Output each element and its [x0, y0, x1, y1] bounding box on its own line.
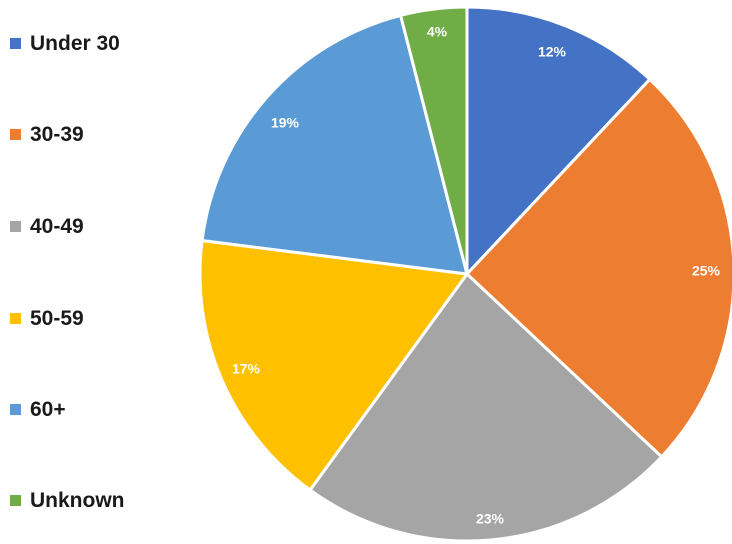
pie-slice-60-	[200, 13, 469, 276]
legend-item-50-59: 50-59	[10, 308, 84, 329]
legend-item-30-39: 30-39	[10, 124, 84, 145]
data-label-60-: 19%	[271, 115, 300, 131]
data-label-40-49: 23%	[476, 511, 505, 527]
pie-slice-40-49	[308, 272, 664, 543]
legend-swatch	[10, 129, 21, 140]
legend: Under 30 30-39 40-49 50-59 60+ Unknown	[10, 0, 200, 544]
legend-item-under-30: Under 30	[10, 33, 120, 54]
legend-label: Under 30	[30, 32, 120, 55]
pie-slice-30-39	[465, 77, 732, 459]
legend-item-unknown: Unknown	[10, 490, 125, 511]
pie-slice-under-30	[465, 5, 652, 276]
legend-label: 60+	[30, 398, 66, 421]
legend-label: Unknown	[30, 489, 125, 512]
pie-slices	[198, 5, 732, 543]
legend-label: 40-49	[30, 215, 84, 238]
pie-slice-unknown	[399, 5, 469, 276]
legend-item-40-49: 40-49	[10, 216, 84, 237]
data-label-30-39: 25%	[692, 263, 721, 279]
data-label-under-30: 12%	[538, 44, 567, 60]
legend-swatch	[10, 404, 21, 415]
legend-label: 30-39	[30, 123, 84, 146]
legend-swatch	[10, 313, 21, 324]
legend-label: 50-59	[30, 307, 84, 330]
legend-swatch	[10, 221, 21, 232]
legend-swatch	[10, 495, 21, 506]
legend-swatch	[10, 38, 21, 49]
data-label-unknown: 4%	[427, 24, 448, 40]
pie-slice-50-59	[198, 239, 469, 492]
legend-item-60-: 60+	[10, 399, 66, 420]
data-label-50-59: 17%	[232, 361, 261, 377]
pie-slice-labels: 12% 25% 23% 17% 19% 4%	[232, 24, 721, 527]
